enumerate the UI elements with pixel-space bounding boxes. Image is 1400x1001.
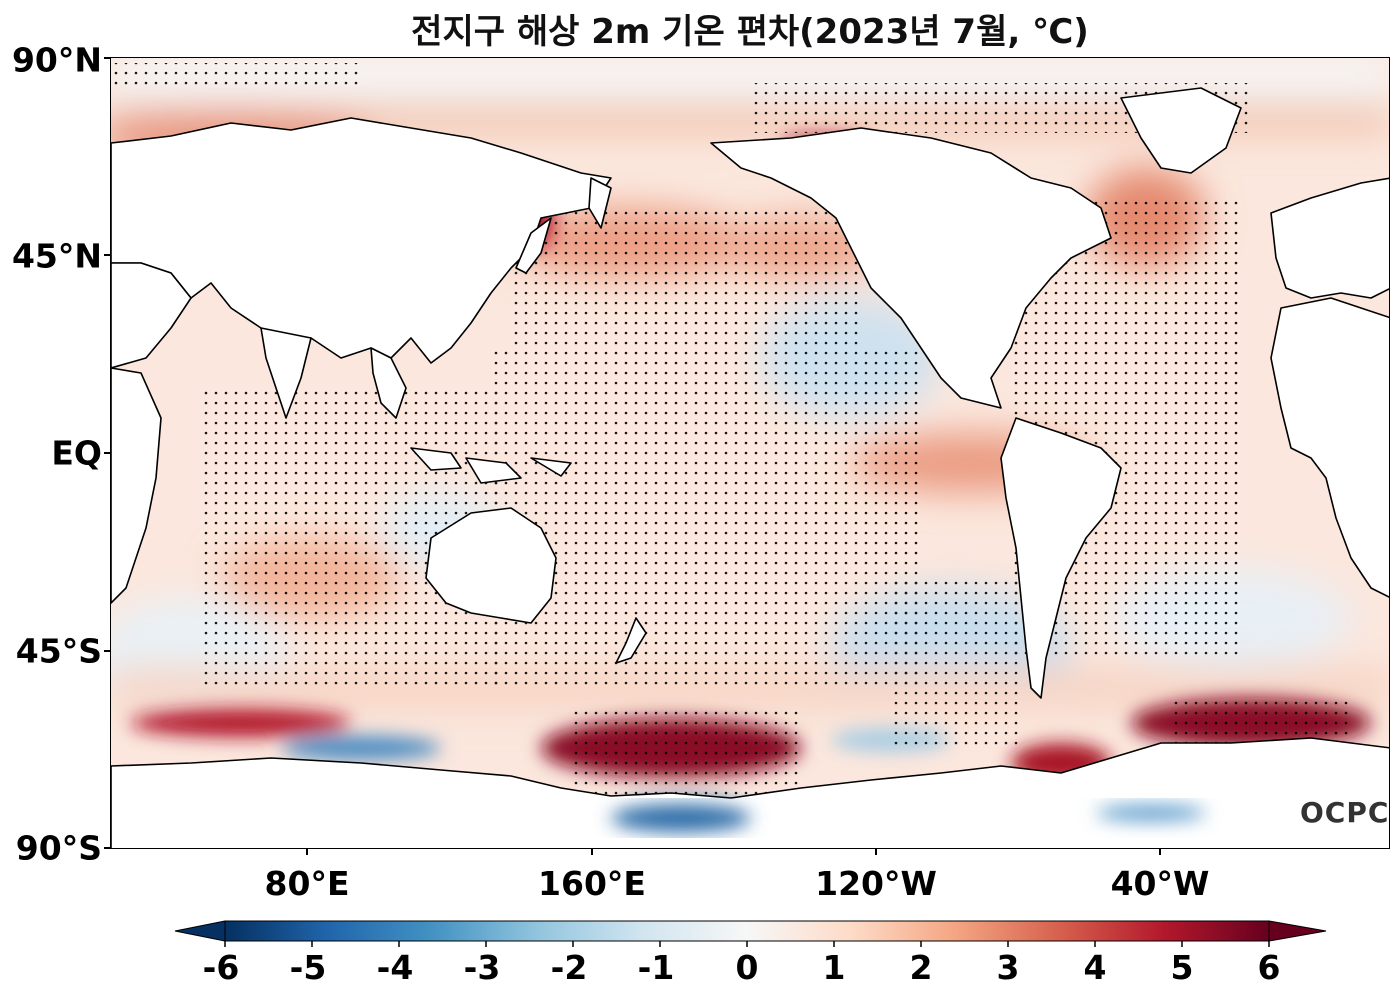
y-tick-label-eq: EQ: [51, 433, 102, 473]
x-tick-mark: [306, 849, 308, 855]
colorbar-body: [224, 920, 1270, 942]
y-tick-mark: [104, 847, 110, 849]
colorbar-tick-label: 3: [996, 948, 1020, 987]
y-tick-label-90s: 90°S: [15, 828, 102, 868]
map-title: 전지구 해상 2m 기온 편차(2023년 7월, ℃): [411, 12, 1089, 52]
x-tick-label-120w: 120°W: [815, 864, 937, 903]
colorbar-tick-label: 4: [1083, 948, 1107, 987]
x-tick-label-80e: 80°E: [264, 864, 350, 903]
colorbar-tick-label: -6: [202, 948, 240, 987]
map-panel: [110, 57, 1390, 849]
ocpc-logo: OCPC: [1300, 796, 1390, 829]
colorbar-ticks: [224, 941, 1270, 947]
anomaly-map: [111, 58, 1389, 848]
colorbar-tick-label: -2: [550, 948, 588, 987]
colorbar-tick-label: 1: [822, 948, 846, 987]
x-tick-label-40w: 40°W: [1110, 864, 1210, 903]
colorbar-tick-label: -3: [463, 948, 501, 987]
land: [111, 87, 1389, 848]
colorbar-tick-label: -5: [289, 948, 327, 987]
colorbar-extend-low: [174, 920, 226, 942]
colorbar-extend-high: [1268, 920, 1327, 942]
colorbar-tick-label: 2: [909, 948, 933, 987]
colorbar-tick-label: -1: [637, 948, 675, 987]
x-tick-mark: [1159, 849, 1161, 855]
y-tick-label-90n: 90°N: [11, 40, 102, 80]
y-tick-mark: [104, 254, 110, 256]
x-tick-mark: [591, 849, 593, 855]
y-tick-mark: [104, 452, 110, 454]
x-tick-label-160e: 160°E: [538, 864, 646, 903]
colorbar-tick-label: 6: [1257, 948, 1281, 987]
y-tick-label-45s: 45°S: [15, 631, 102, 671]
y-tick-mark: [104, 650, 110, 652]
x-tick-mark: [875, 849, 877, 855]
colorbar-tick-label: 5: [1170, 948, 1194, 987]
y-tick-mark: [104, 57, 110, 59]
colorbar-tick-label: 0: [735, 948, 759, 987]
colorbar-tick-label: -4: [376, 948, 414, 987]
ice-shelf-anomalies: [611, 804, 1206, 832]
y-tick-label-45n: 45°N: [11, 236, 102, 276]
